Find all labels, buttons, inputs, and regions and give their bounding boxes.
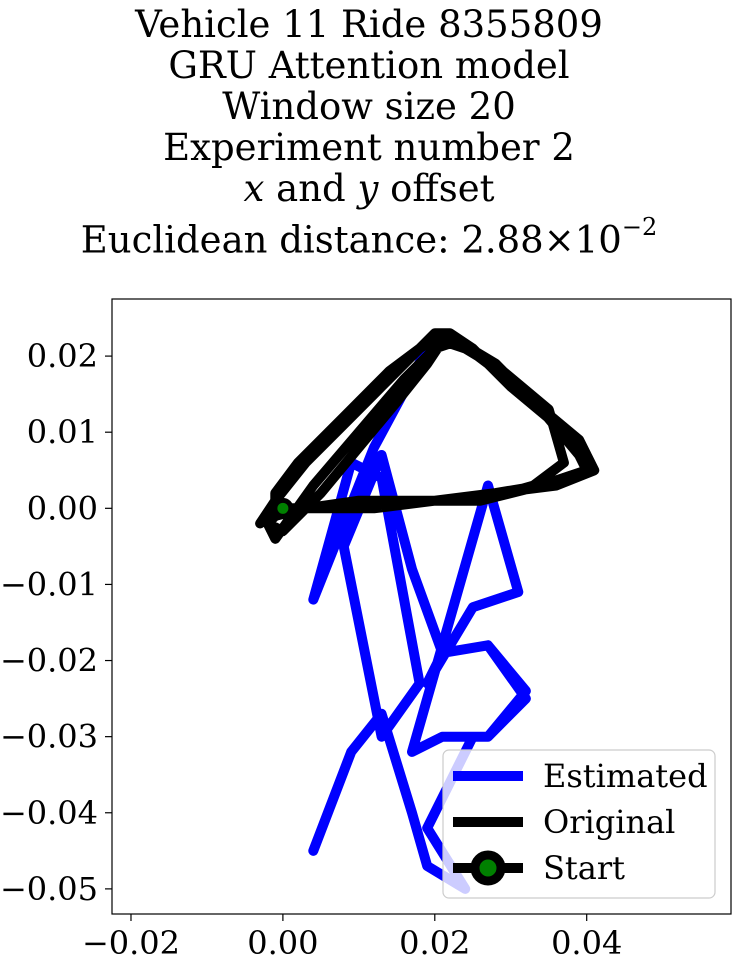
- x-tick-label: −0.02: [82, 924, 180, 961]
- title-line-2: GRU Attention model: [168, 44, 570, 87]
- title-var-x: x: [243, 167, 265, 210]
- y-tick-label: 0.00: [27, 489, 98, 527]
- title-offset-word: offset: [390, 167, 495, 210]
- chart-title: Vehicle 11 Ride 8355809 GRU Attention mo…: [0, 0, 738, 290]
- legend-box: [442, 749, 716, 899]
- title-line-3: Window size 20: [222, 85, 516, 128]
- x-tick-label: 0.02: [399, 924, 470, 961]
- title-line-5: x and y offset: [0, 168, 738, 209]
- title-and: and: [276, 167, 346, 210]
- y-tick-label: 0.01: [27, 413, 98, 451]
- title-distance-prefix: Euclidean distance: 2.88: [80, 218, 544, 262]
- title-var-y: y: [357, 167, 379, 210]
- series-line-original: [255, 328, 600, 544]
- plot-area-frame: [111, 298, 732, 915]
- y-tick-label: −0.04: [0, 794, 98, 832]
- legend-estimated-label: Estimated: [543, 757, 708, 795]
- legend-start-label: Start: [543, 849, 625, 887]
- title-line-4: Experiment number 2: [163, 126, 575, 169]
- y-tick-label: 0.02: [27, 337, 98, 375]
- title-line-1: Vehicle 11 Ride 8355809: [135, 3, 603, 46]
- title-base: 10: [574, 218, 622, 262]
- y-tick-label: −0.03: [0, 718, 98, 756]
- title-times-sign: ×: [543, 218, 575, 262]
- y-axis: 0.02 0.01 0.00 −0.01 −0.02 −0.03 −0.04 −0.05: [0, 337, 112, 908]
- start-marker: [272, 497, 294, 519]
- x-tick-label: 0.00: [247, 924, 318, 961]
- x-tick-label: 0.04: [551, 924, 622, 961]
- title-line-6: Euclidean distance: 2.88×10−2: [0, 211, 738, 260]
- title-exponent: −2: [621, 213, 658, 241]
- legend-original-label: Original: [543, 803, 675, 841]
- y-tick-label: −0.05: [0, 870, 98, 908]
- y-tick-label: −0.02: [0, 642, 98, 680]
- legend-start-swatch-marker: [470, 850, 506, 886]
- y-tick-label: −0.01: [0, 565, 98, 603]
- x-axis: −0.02 0.00 0.02 0.04: [82, 914, 622, 961]
- legend: Estimated Original Start: [442, 749, 716, 899]
